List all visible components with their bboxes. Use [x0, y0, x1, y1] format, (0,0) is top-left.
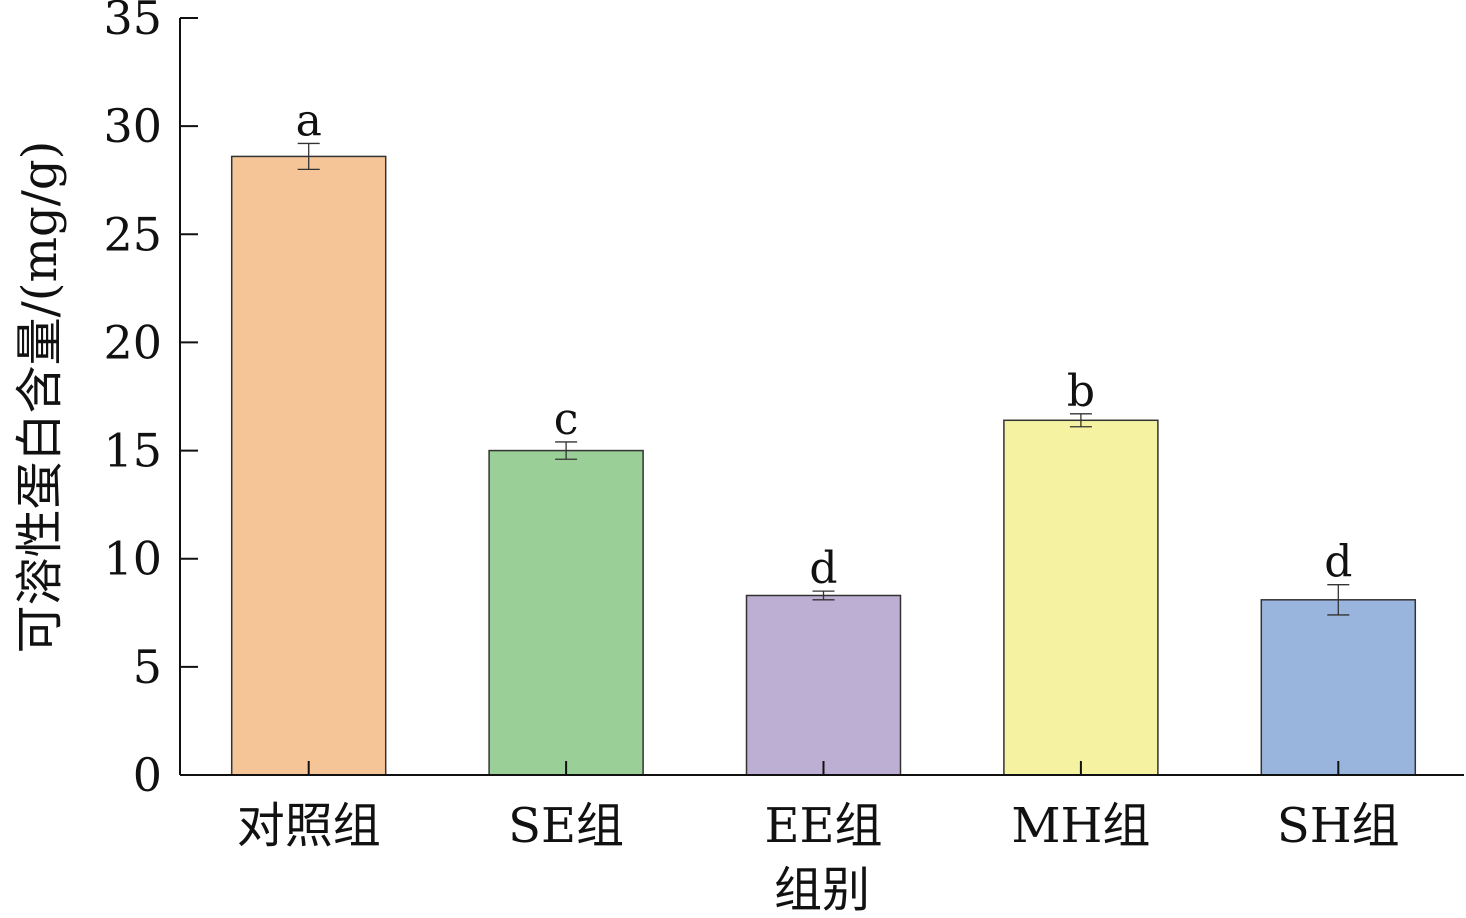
significance-label-3: d	[809, 543, 837, 594]
y-ticks-layer: 0 5 10 15 20 25 30 35	[103, 0, 198, 802]
significance-labels-layer: a c d b d	[296, 95, 1353, 594]
significance-label-5: d	[1324, 537, 1352, 588]
x-tick-label-4: MH组	[1011, 798, 1150, 854]
bar-2	[488, 449, 644, 776]
y-tick-label-35: 35	[103, 0, 162, 45]
x-tick-label-5: SH组	[1277, 798, 1400, 854]
y-tick-label-30: 30	[103, 99, 162, 153]
x-tick-label-3: EE组	[764, 798, 882, 854]
x-axis-title: 组别	[774, 862, 870, 918]
y-tick-label-15: 15	[103, 424, 162, 478]
axes-layer	[179, 18, 1464, 776]
significance-label-2: c	[554, 394, 579, 445]
error-bar-4	[1069, 413, 1092, 428]
y-tick-label-10: 10	[103, 532, 162, 586]
bar-1	[230, 155, 387, 776]
x-tick-label-1: 对照组	[237, 798, 381, 854]
y-tick-label-0: 0	[133, 748, 162, 802]
bars-layer	[230, 155, 1417, 776]
y-tick-label-25: 25	[103, 207, 162, 261]
bar-4	[1003, 419, 1159, 776]
x-tick-label-2: SE组	[508, 798, 624, 854]
y-tick-label-20: 20	[103, 315, 162, 369]
error-bar-2	[555, 441, 578, 460]
bar-5	[1260, 599, 1417, 776]
significance-label-1: a	[296, 95, 322, 146]
error-bar-1	[297, 142, 320, 171]
bar-3	[745, 594, 902, 776]
error-bar-5	[1327, 584, 1350, 616]
error-bar-3	[812, 590, 835, 601]
y-axis-title: 可溶性蛋白含量/(mg/g)	[12, 141, 68, 654]
significance-label-4: b	[1067, 366, 1095, 417]
x-labels-layer: 对照组 SE组 EE组 MH组 SH组	[237, 798, 1400, 854]
error-bars-layer	[297, 142, 1350, 616]
y-tick-label-5: 5	[133, 640, 162, 694]
